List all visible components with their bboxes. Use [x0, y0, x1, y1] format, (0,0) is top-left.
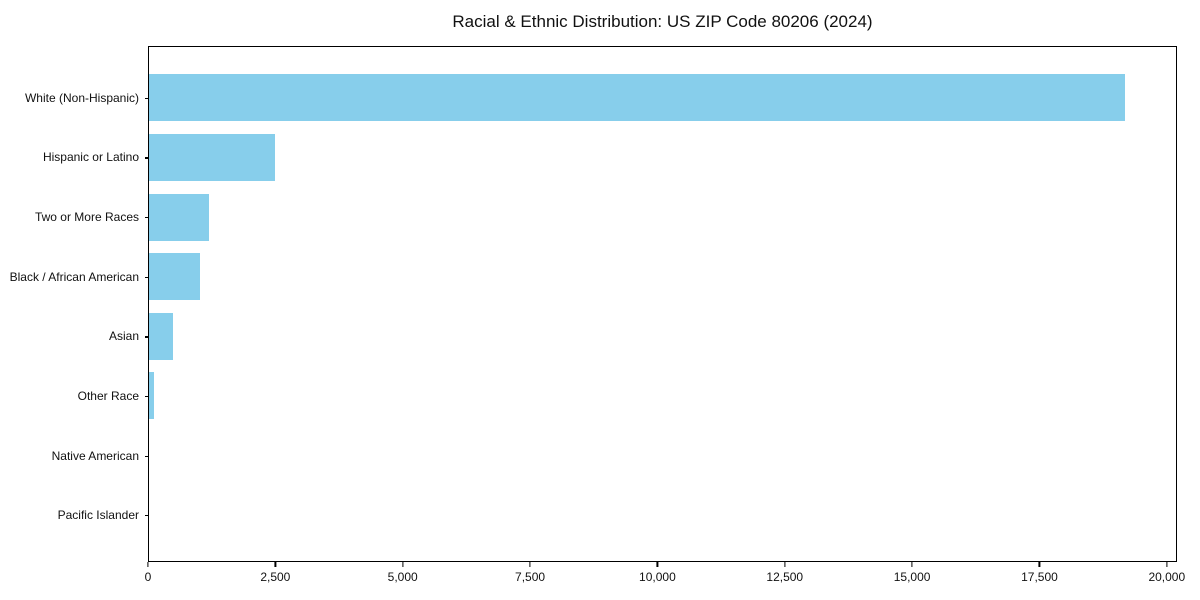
y-axis-label-asian: Asian — [108, 329, 139, 344]
x-axis-tick-label: 7,500 — [515, 570, 546, 584]
y-axis-tick — [145, 217, 149, 219]
y-axis-tick — [145, 157, 149, 159]
x-axis-tick — [911, 562, 913, 567]
bar-row-hispanic-or-latino: Hispanic or Latino — [43, 128, 1176, 188]
x-axis-tick — [274, 562, 276, 567]
y-axis-label-hispanic-or-latino: Hispanic or Latino — [42, 150, 139, 165]
bar-black-african-american — [149, 253, 200, 301]
x-axis-tick — [784, 562, 786, 567]
y-axis-tick — [145, 395, 149, 398]
x-axis-tick-label: 20,000 — [1148, 570, 1186, 584]
x-axis-tick-label: 10,000 — [639, 570, 676, 584]
plot-rows: White (Non-Hispanic) Hispanic or Latino Tw… — [10, 47, 1176, 561]
bar-row-black-african-american: Black / African American — [10, 247, 1176, 307]
bar-asian — [149, 312, 174, 360]
y-axis-label-native-american: Native American — [51, 448, 139, 463]
x-axis-tick-label: 0 — [144, 570, 152, 584]
y-axis-label-black-african-american: Black / African American — [9, 269, 139, 284]
y-axis-tick — [145, 97, 149, 99]
bar-two-or-more-races — [149, 193, 209, 241]
x-axis-tick — [656, 562, 658, 567]
bar-row-pacific-islander: Pacific Islander — [58, 485, 1176, 545]
x-axis: 0 2,500 5,000 7,500 10,000 12,500 15,000 17,500… — [144, 562, 1185, 592]
bar-hispanic-or-latino — [149, 133, 275, 181]
x-axis-tick-label: 12,500 — [766, 570, 804, 584]
bar-row-white-non-hispanic: White (Non-Hispanic) — [25, 68, 1176, 128]
y-axis-label-two-or-more-races: Two or More Races — [34, 210, 139, 225]
y-axis-label-other-race: Other Race — [77, 388, 139, 403]
x-axis-tick-label: 17,500 — [1021, 570, 1058, 584]
y-axis-tick — [145, 276, 149, 278]
y-axis-tick — [145, 336, 149, 338]
x-axis-tick — [1166, 562, 1168, 567]
x-axis-tick — [529, 562, 531, 567]
bar-white-non-hispanic — [149, 74, 1126, 122]
x-axis-tick-label: 15,000 — [893, 570, 931, 584]
bar-other-race — [149, 372, 154, 420]
x-axis-tick-label: 5,000 — [387, 570, 418, 584]
bar-row-native-american: Native American — [52, 426, 1176, 486]
x-axis-tick — [402, 562, 404, 567]
y-axis-tick — [145, 515, 149, 517]
bar-row-asian: Asian — [109, 307, 1176, 367]
x-axis-tick — [147, 562, 149, 567]
bar-row-other-race: Other Race — [78, 366, 1176, 426]
y-axis-label-white-non-hispanic: White (Non-Hispanic) — [24, 90, 139, 105]
x-axis-tick — [1038, 562, 1041, 567]
y-axis-tick — [145, 455, 149, 457]
plot-area: White (Non-Hispanic) Hispanic or Latino Tw… — [10, 46, 1177, 562]
y-axis-label-pacific-islander: Pacific Islander — [57, 508, 139, 523]
bar-row-two-or-more-races: Two or More Races — [35, 187, 1176, 247]
x-axis-tick-label: 2,500 — [260, 570, 291, 584]
chart-title: Racial & Ethnic Distribution: US ZIP Cod… — [452, 12, 873, 31]
